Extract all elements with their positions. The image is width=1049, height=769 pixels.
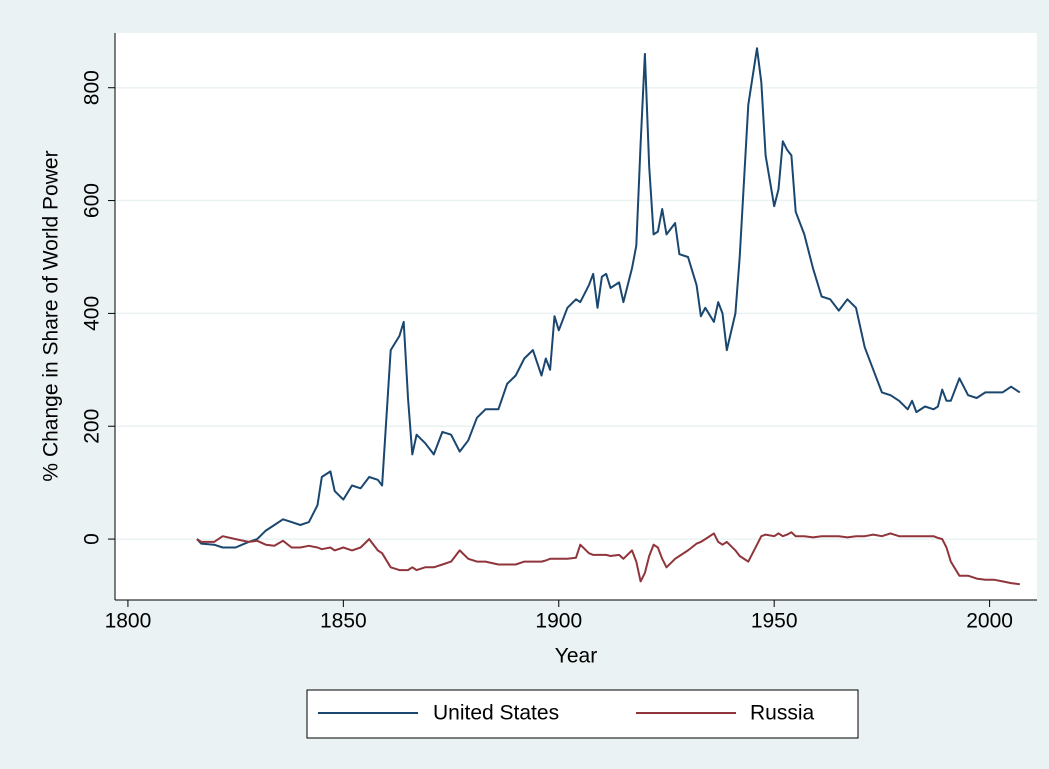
x-axis-label: Year	[555, 645, 597, 668]
x-tick-label: 1850	[320, 610, 367, 633]
y-axis-label: % Change in Share of World Power	[40, 150, 63, 481]
y-tick-label: 800	[81, 70, 104, 105]
legend-label: United States	[433, 702, 559, 725]
series-line	[196, 531, 1020, 586]
x-tick-label: 2000	[966, 610, 1013, 633]
series-line	[196, 47, 1021, 549]
y-tick-label: 200	[81, 409, 104, 444]
y-tick-label: 600	[81, 183, 104, 218]
x-tick-label: 1900	[535, 610, 582, 633]
y-tick-label: 400	[81, 296, 104, 331]
legend-label: Russia	[750, 702, 815, 725]
x-tick-label: 1800	[105, 610, 152, 633]
y-tick-label: 0	[81, 533, 104, 545]
x-tick-label: 1950	[751, 610, 798, 633]
plot-area	[115, 33, 1037, 600]
